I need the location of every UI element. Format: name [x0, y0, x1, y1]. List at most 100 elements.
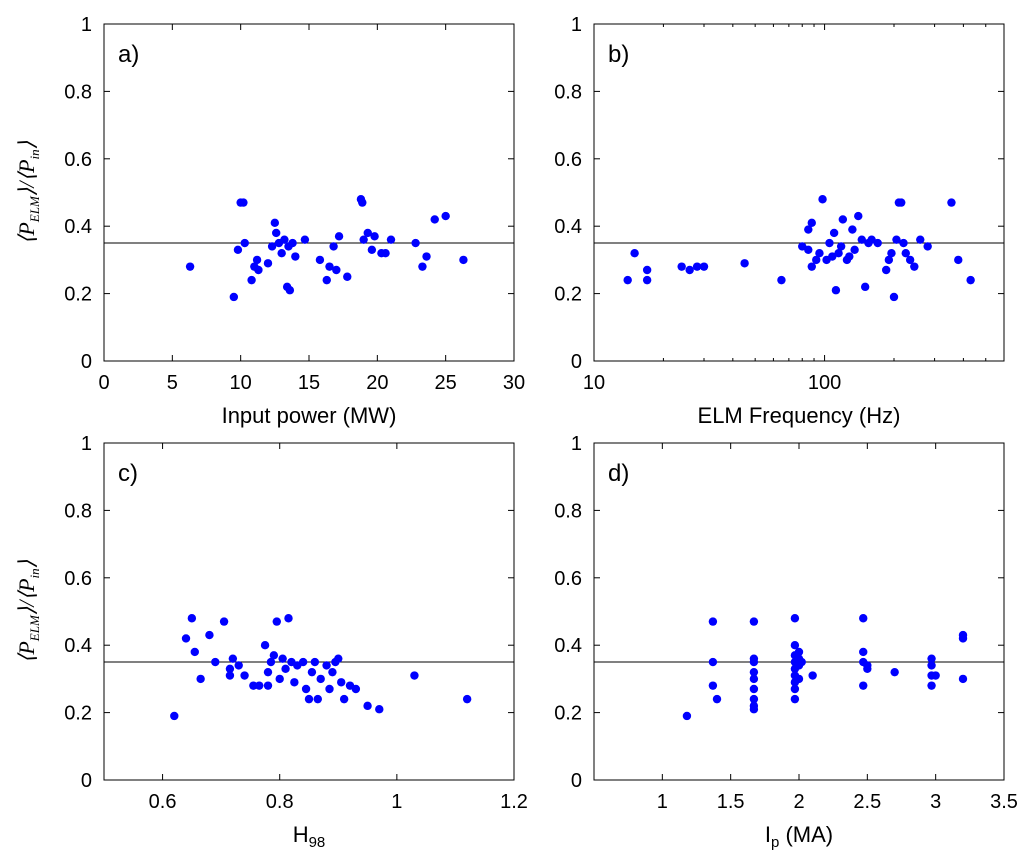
x-tick-label: 10 — [230, 372, 252, 394]
x-tick-label: 0 — [98, 372, 109, 394]
panel-label: a) — [118, 41, 139, 68]
data-point — [804, 225, 813, 234]
data-point — [298, 657, 308, 667]
data-point — [966, 275, 975, 285]
data-point — [815, 248, 824, 258]
data-point — [863, 661, 872, 670]
data-point — [170, 711, 179, 721]
data-point — [351, 684, 361, 694]
data-point — [889, 292, 899, 302]
data-point — [219, 617, 229, 626]
data-point — [927, 654, 936, 663]
data-point — [884, 255, 894, 265]
data-point — [410, 671, 419, 680]
data-point — [462, 694, 472, 704]
data-point — [240, 238, 249, 248]
data-point — [240, 671, 249, 680]
data-point — [677, 262, 686, 271]
x-tick-label: 1.2 — [500, 791, 528, 813]
data-point — [901, 248, 910, 258]
x-axis-label: Ip (MA) — [765, 822, 833, 851]
data-point — [272, 228, 281, 238]
data-point — [699, 262, 709, 271]
data-point — [187, 614, 197, 623]
x-tick-label: 10 — [583, 372, 605, 394]
data-point — [682, 711, 692, 721]
data-point — [270, 218, 280, 228]
data-point — [845, 252, 854, 261]
data-point — [239, 198, 248, 207]
y-tick-label: 1 — [571, 14, 582, 36]
y-tick-label: 1 — [571, 433, 582, 455]
data-point — [332, 265, 341, 275]
data-point — [185, 262, 195, 271]
data-point — [304, 694, 314, 704]
data-point — [337, 678, 346, 687]
data-point — [375, 705, 384, 714]
data-point — [281, 664, 290, 673]
data-point — [290, 678, 299, 687]
data-point — [260, 641, 270, 650]
data-point — [422, 252, 431, 261]
data-point — [958, 674, 968, 684]
data-point — [343, 272, 352, 281]
axes-frame — [103, 23, 515, 362]
data-point — [790, 694, 800, 704]
data-point — [836, 242, 846, 251]
data-point — [899, 238, 908, 248]
data-point — [892, 235, 901, 244]
data-point — [358, 198, 367, 207]
data-point — [339, 694, 349, 704]
data-point — [325, 684, 334, 694]
data-point — [794, 647, 804, 657]
y-tick-label: 0.8 — [64, 500, 92, 522]
data-point — [334, 654, 343, 663]
data-point — [313, 694, 322, 704]
data-point — [685, 265, 694, 275]
data-point — [812, 255, 821, 265]
data-point — [263, 259, 273, 268]
x-tick-label: 5 — [167, 372, 178, 394]
data-point — [322, 661, 331, 670]
y-tick-label: 0.8 — [554, 81, 582, 103]
x-tick-label: 30 — [503, 372, 525, 394]
data-point — [459, 255, 468, 265]
data-point — [263, 681, 273, 690]
data-point — [825, 238, 834, 248]
y-tick-label: 0.4 — [64, 635, 92, 657]
y-tick-label: 0.6 — [554, 568, 582, 590]
y-tick-label: 0.2 — [64, 703, 92, 725]
x-tick-label: 1 — [391, 791, 402, 813]
data-point — [229, 292, 239, 302]
y-tick-label: 0 — [571, 351, 582, 373]
data-point — [749, 674, 759, 684]
data-point — [430, 215, 439, 224]
data-point — [860, 282, 870, 292]
data-point — [859, 647, 868, 657]
data-point — [797, 657, 806, 667]
data-point — [790, 684, 800, 694]
data-point — [205, 630, 214, 640]
data-point — [749, 694, 759, 704]
data-point — [291, 252, 300, 261]
data-point — [712, 694, 722, 704]
data-point — [804, 245, 813, 254]
axes-frame — [593, 23, 1005, 362]
data-point — [692, 262, 702, 271]
data-point — [808, 671, 817, 680]
y-tick-label: 0.2 — [554, 703, 582, 725]
panel-b: 0 0.2 0.4 0.6 0.8 1 10 100 b) ELM Frequency (Hz) — [554, 14, 1005, 428]
data-point — [910, 262, 919, 271]
axes-frame — [103, 442, 515, 781]
data-point — [284, 614, 293, 623]
data-point — [278, 654, 287, 663]
data-point — [285, 286, 295, 295]
data-point — [225, 671, 235, 680]
data-point — [255, 681, 264, 690]
y-tick-label: 1 — [81, 14, 92, 36]
data-point — [927, 661, 936, 670]
data-point — [249, 681, 258, 690]
panel-d: 0 0.2 0.4 0.6 0.8 1 1 1.5 2 2.5 3 3.5 d) Ip (MA) — [554, 433, 1018, 851]
data-point — [850, 245, 859, 254]
x-tick-label: 15 — [298, 372, 320, 394]
